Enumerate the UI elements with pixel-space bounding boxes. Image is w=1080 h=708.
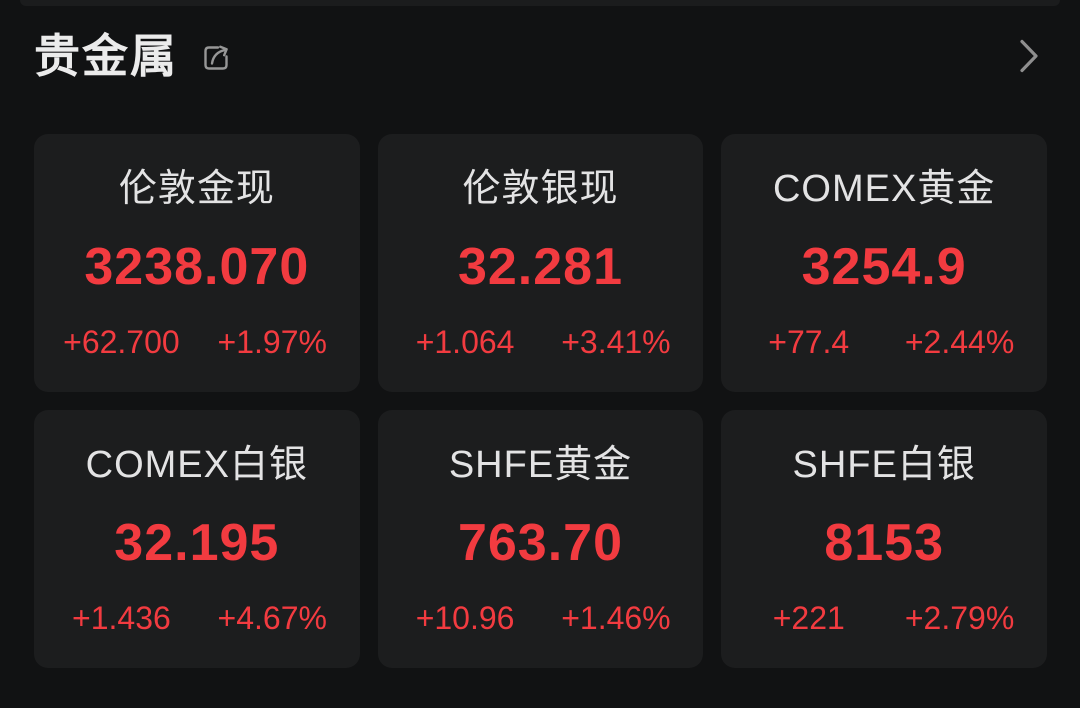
instrument-name: SHFE白银 [792,444,976,486]
quote-card-shfe-silver[interactable]: SHFE白银 8153 +221 +2.79% [721,410,1047,668]
price-change-percent: +1.46% [561,600,671,636]
instrument-name: SHFE黄金 [448,444,633,486]
instrument-change-row: +62.700 +1.97% [46,326,348,358]
quotes-grid: 伦敦金现 3238.070 +62.700 +1.97% 伦敦银现 32.281… [34,134,1047,668]
quote-card-comex-silver[interactable]: COMEX白银 32.195 +1.436 +4.67% [34,410,360,668]
price-change: +10.96 [415,600,515,636]
price-change: +62.700 [63,324,180,360]
quote-card-shfe-gold[interactable]: SHFE黄金 763.70 +10.96 +1.46% [377,410,704,668]
price-change-percent: +2.79% [904,600,1015,636]
price-change-percent: +2.44% [904,324,1015,360]
previous-section-bottom-edge [20,0,1060,6]
price-change: +221 [772,600,845,636]
instrument-change-row: +1.436 +4.67% [46,602,348,634]
instrument-price: 3238.070 [84,238,310,296]
quote-card-london-gold[interactable]: 伦敦金现 3238.070 +62.700 +1.97% [34,134,360,392]
instrument-name: COMEX白银 [85,444,308,486]
price-change-percent: +1.97% [217,324,327,360]
quote-card-comex-gold[interactable]: COMEX黄金 3254.9 +77.4 +2.44% [721,134,1047,392]
instrument-price: 8153 [824,514,944,572]
share-icon[interactable] [198,40,234,76]
chevron-right-icon[interactable] [1018,38,1040,74]
price-change: +77.4 [768,324,850,360]
price-change: +1.436 [72,600,171,636]
section-title: 贵金属 [34,30,178,82]
instrument-name: 伦敦银现 [462,168,619,210]
instrument-change-row: +221 +2.79% [733,602,1035,634]
section-header: 贵金属 [0,0,1080,82]
quote-card-london-silver[interactable]: 伦敦银现 32.281 +1.064 +3.41% [377,134,704,392]
instrument-name: COMEX黄金 [772,168,996,210]
instrument-change-row: +1.064 +3.41% [390,326,692,358]
instrument-price: 32.281 [457,238,624,296]
price-change: +1.064 [415,324,515,360]
instrument-price: 32.195 [114,514,280,572]
instrument-price: 763.70 [457,514,624,572]
price-change-percent: +4.67% [217,600,327,636]
instrument-name: 伦敦金现 [118,168,275,210]
price-change-percent: +3.41% [561,324,671,360]
instrument-change-row: +10.96 +1.46% [390,602,692,634]
instrument-price: 3254.9 [801,238,967,296]
instrument-change-row: +77.4 +2.44% [733,326,1035,358]
